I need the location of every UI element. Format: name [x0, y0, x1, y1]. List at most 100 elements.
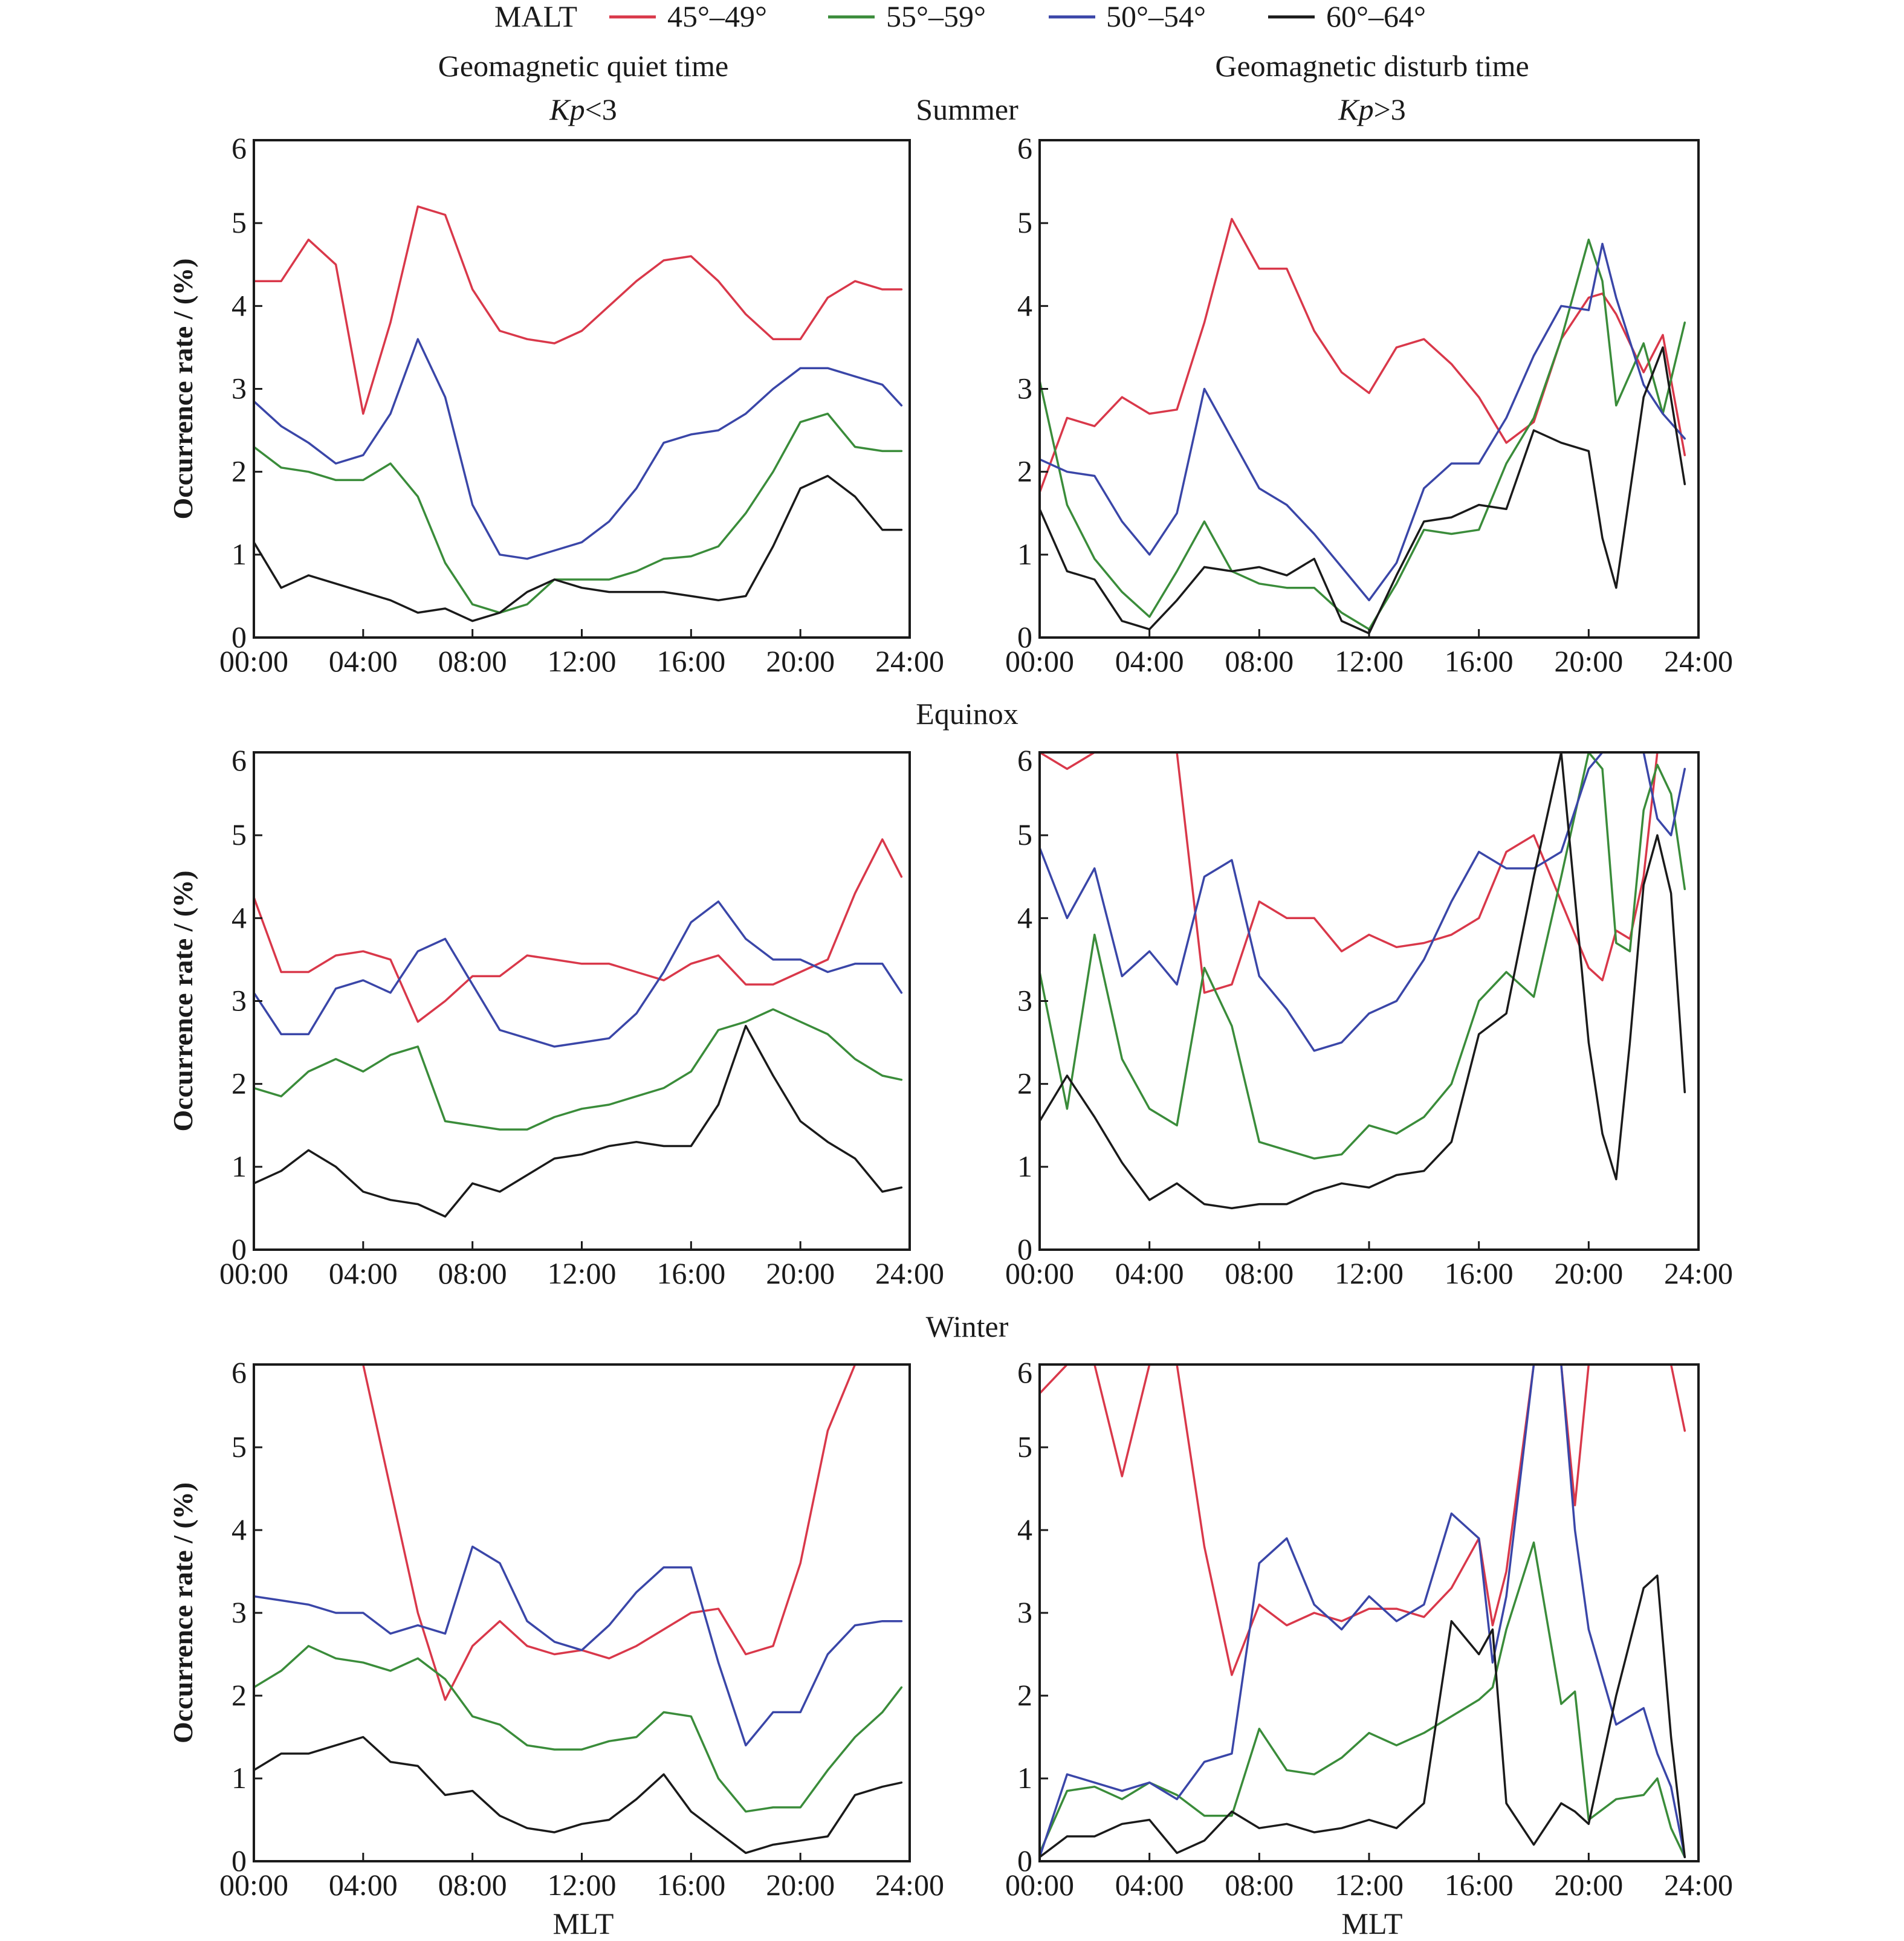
y-tick-label: 0	[232, 1232, 247, 1266]
series-line-55-59	[254, 412, 903, 614]
panel-equinox-disturb: 0 1 2 3 4 5 6 00:00 04:00 08:00 12:00 16:00 20:00 24:…	[1005, 743, 1733, 1290]
y-tick-label: 5	[232, 205, 247, 239]
y-tick-label: 2	[1017, 1678, 1032, 1712]
x-tick-label: 04:00	[1115, 1256, 1184, 1290]
series-line-50-54	[254, 1545, 903, 1746]
x-tick-label: 00:00	[1005, 1256, 1074, 1290]
x-tick-label: 12:00	[548, 644, 617, 678]
kp-condition: >3	[1374, 92, 1406, 126]
x-tick-label: 16:00	[1445, 1868, 1514, 1902]
series-line-60-64	[254, 1736, 903, 1855]
legend-title: MALT	[494, 0, 577, 33]
series-line-45-49	[1040, 218, 1686, 494]
column-title-disturb: Geomagnetic disturb time	[1215, 49, 1529, 83]
series-line-55-59	[1040, 1541, 1686, 1858]
y-tick-label: 6	[232, 1355, 247, 1389]
series-line-50-54	[254, 900, 903, 1048]
x-tick-label: 24:00	[875, 644, 944, 678]
y-tick-label: 6	[1017, 1355, 1032, 1389]
series-line-45-49	[1040, 752, 1686, 994]
y-tick-label: 2	[232, 454, 247, 488]
y-tick-label: 2	[232, 1067, 247, 1100]
y-tick-label: 3	[232, 372, 247, 405]
column-title-quiet: Geomagnetic quiet time	[438, 49, 728, 83]
plot-frame	[1038, 751, 1700, 1251]
y-tick-label: 5	[1017, 1430, 1032, 1464]
x-tick-label: 08:00	[438, 1868, 507, 1902]
column-subtitle-quiet: Kp<3	[549, 92, 617, 126]
y-tick-label: 3	[1017, 372, 1032, 405]
row-label-winter: Winter	[926, 1310, 1009, 1343]
x-tick-label: 08:00	[1225, 1868, 1294, 1902]
row-label-equinox: Equinox	[916, 697, 1018, 731]
y-tick-label: 6	[1017, 131, 1032, 165]
x-tick-label: 08:00	[1225, 1256, 1294, 1290]
x-tick-label: 00:00	[1005, 1868, 1074, 1902]
y-tick-label: 1	[1017, 1149, 1032, 1183]
x-tick-label: 12:00	[1335, 1256, 1404, 1290]
series-line-50-54	[1040, 1365, 1686, 1858]
x-tick-label: 24:00	[1664, 1256, 1733, 1290]
kp-symbol: Kp	[549, 92, 584, 126]
series-line-60-64	[1040, 752, 1686, 1210]
y-tick-label: 1	[232, 1761, 247, 1795]
x-tick-label: 24:00	[875, 1256, 944, 1290]
series-line-55-59	[1040, 752, 1686, 1160]
series-line-50-54	[1040, 242, 1686, 602]
panel-winter-disturb: 0 1 2 3 4 5 6 00:00 04:00 08:00 12:00 16:00 20:00 24:…	[1005, 1355, 1733, 1902]
y-tick-label: 0	[1017, 1844, 1032, 1878]
x-axis-label-left: MLT	[553, 1907, 614, 1940]
y-tick-label: 1	[232, 537, 247, 571]
y-tick-label: 3	[232, 1595, 247, 1629]
y-tick-label: 6	[232, 743, 247, 777]
x-tick-label: 12:00	[548, 1868, 617, 1902]
y-tick-label: 2	[232, 1678, 247, 1712]
panel-summer-disturb: 0 1 2 3 4 5 6 00:00 04:00 08:00 12:00 16:00 20:00 24:…	[1005, 131, 1733, 678]
panel-equinox-quiet: 0 1 2 3 4 5 6 00:00 04:00 08:00 12:00 16:00 20:00 24:…	[167, 743, 944, 1290]
x-tick-label: 20:00	[766, 644, 835, 678]
y-tick-label: 6	[232, 131, 247, 165]
y-tick-label: 1	[1017, 537, 1032, 571]
series-line-60-64	[254, 474, 903, 622]
y-axis-label: Occurrence rate / (%)	[167, 1482, 198, 1743]
y-tick-label: 0	[232, 1844, 247, 1878]
x-tick-label: 16:00	[656, 644, 725, 678]
y-tick-label: 0	[1017, 1232, 1032, 1266]
x-tick-label: 08:00	[438, 1256, 507, 1290]
x-tick-label: 16:00	[1445, 1256, 1514, 1290]
x-tick-label: 04:00	[1115, 644, 1184, 678]
y-tick-label: 5	[232, 818, 247, 851]
y-tick-label: 2	[1017, 454, 1032, 488]
x-tick-label: 04:00	[329, 1868, 398, 1902]
x-tick-label: 00:00	[219, 1256, 288, 1290]
y-tick-label: 5	[1017, 818, 1032, 851]
y-tick-label: 2	[1017, 1067, 1032, 1100]
x-tick-label: 20:00	[1554, 1868, 1623, 1902]
y-tick-label: 4	[1017, 1513, 1032, 1546]
y-tick-label: 5	[1017, 205, 1032, 239]
x-tick-label: 00:00	[219, 1868, 288, 1902]
y-tick-label: 3	[232, 984, 247, 1018]
x-tick-label: 24:00	[875, 1868, 944, 1902]
legend-label-55-59: 55°–59°	[886, 0, 986, 33]
y-tick-label: 6	[1017, 743, 1032, 777]
series-group	[1040, 752, 1686, 1210]
y-tick-label: 4	[232, 288, 247, 322]
x-tick-label: 24:00	[1664, 1868, 1733, 1902]
x-tick-label: 20:00	[1554, 1256, 1623, 1290]
x-tick-label: 16:00	[656, 1256, 725, 1290]
legend-label-45-49: 45°–49°	[667, 0, 767, 33]
series-line-60-64	[1040, 346, 1686, 635]
series-line-60-64	[1040, 1574, 1686, 1858]
series-group	[254, 838, 903, 1218]
column-subtitle-disturb: Kp>3	[1338, 92, 1406, 126]
x-tick-label: 12:00	[1335, 1868, 1404, 1902]
series-line-50-54	[254, 338, 903, 560]
x-tick-label: 12:00	[548, 1256, 617, 1290]
x-tick-label: 08:00	[1225, 644, 1294, 678]
series-group	[254, 205, 903, 622]
y-tick-label: 4	[1017, 900, 1032, 934]
x-tick-label: 16:00	[1445, 644, 1514, 678]
kp-condition: <3	[585, 92, 617, 126]
series-group	[1040, 218, 1686, 635]
